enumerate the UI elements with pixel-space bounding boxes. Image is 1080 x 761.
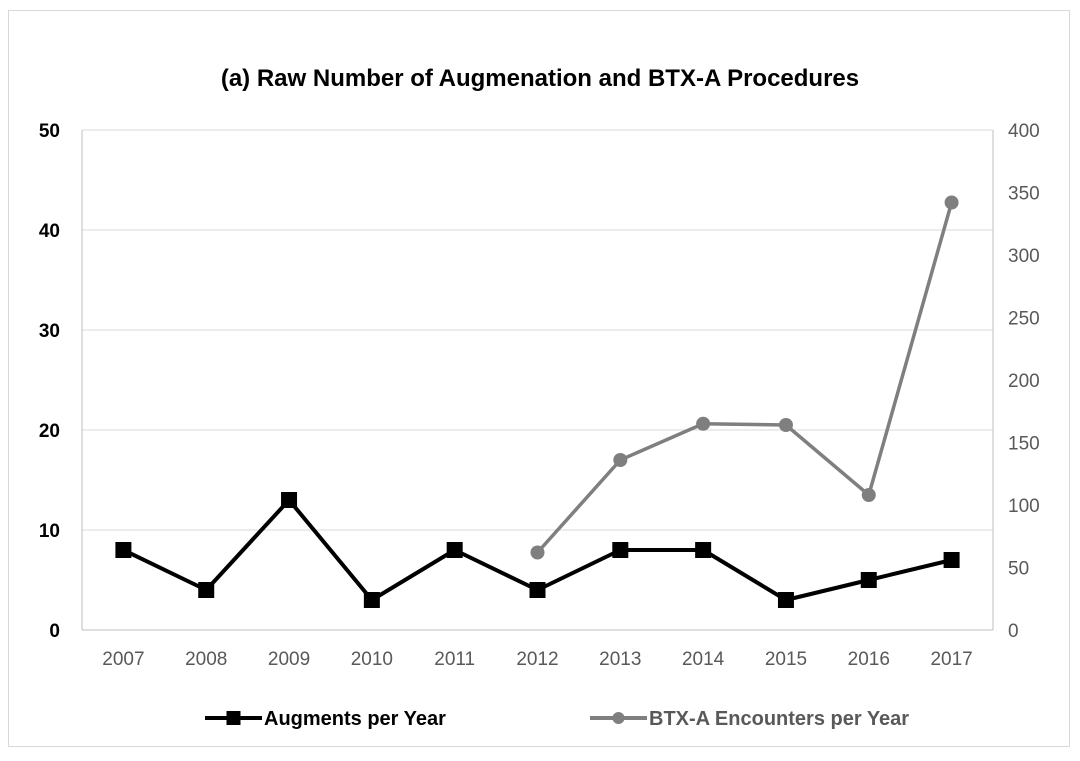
right-y-tick-label: 100	[1008, 496, 1040, 517]
x-tick-label: 2008	[185, 649, 227, 670]
data-point	[861, 488, 876, 502]
x-tick-label: 2015	[765, 649, 807, 670]
x-tick-label: 2007	[102, 649, 144, 670]
legend-label: Augments per Year	[264, 708, 446, 730]
right-y-tick-label: 250	[1008, 309, 1040, 330]
series-line	[536, 202, 954, 554]
left-y-tick-label: 10	[39, 521, 60, 542]
x-tick-label: 2012	[516, 649, 558, 670]
right-y-tick-label: 150	[1008, 434, 1040, 455]
data-point	[612, 542, 629, 558]
legend: Augments per Year BTX-A Encounters per Ye…	[205, 708, 909, 730]
legend-item-1: Augments per Year	[205, 708, 446, 730]
legend-label: BTX-A Encounters per Year	[649, 708, 909, 730]
series-2	[530, 195, 959, 560]
data-point	[529, 582, 546, 598]
data-point	[613, 453, 628, 467]
data-point	[778, 418, 793, 432]
x-tick-label: 2014	[682, 649, 725, 670]
data-point	[115, 542, 132, 558]
right-y-tick-label: 200	[1008, 371, 1040, 392]
data-point	[530, 545, 545, 560]
legend-item-2: BTX-A Encounters per Year	[590, 708, 909, 730]
data-point	[777, 592, 794, 608]
series-layer	[115, 195, 960, 608]
left-y-tick-label: 0	[49, 621, 60, 642]
legend-marker	[226, 711, 241, 725]
left-y-tick-label: 50	[39, 121, 60, 142]
right-y-tick-label: 400	[1008, 121, 1040, 142]
data-point	[446, 542, 463, 558]
legend-marker	[612, 712, 625, 724]
right-y-tick-label: 50	[1008, 559, 1029, 580]
data-point	[695, 542, 712, 558]
left-y-axis-ticks: 0 10 20 30 40 50	[39, 121, 60, 642]
data-point	[943, 552, 960, 568]
data-point	[281, 492, 298, 508]
right-y-tick-label: 350	[1008, 184, 1040, 205]
right-y-axis-ticks: 0 50 100 150 200 250 300 350 400	[1008, 121, 1040, 642]
x-tick-label: 2010	[351, 649, 393, 670]
right-y-tick-label: 300	[1008, 246, 1040, 267]
left-y-tick-label: 30	[39, 321, 60, 342]
series-1	[115, 492, 960, 608]
left-y-tick-label: 40	[39, 221, 60, 242]
x-tick-label: 2011	[434, 649, 475, 670]
x-tick-label: 2013	[599, 649, 641, 670]
gridlines	[82, 129, 993, 531]
x-tick-label: 2016	[848, 649, 890, 670]
x-axis-ticks: 2007 2008 2009 2010 2011 2012 2013 2014 2015 2016…	[102, 649, 972, 670]
data-point	[363, 592, 380, 608]
data-point	[944, 195, 959, 210]
data-point	[198, 582, 215, 598]
chart-title: (a) Raw Number of Augmenation and BTX-A …	[221, 65, 859, 92]
left-y-tick-label: 20	[39, 421, 60, 442]
x-tick-label: 2017	[930, 649, 972, 670]
axes	[81, 130, 994, 631]
chart-frame	[8, 10, 1070, 747]
data-point	[860, 572, 877, 588]
x-tick-label: 2009	[268, 649, 310, 670]
right-y-tick-label: 0	[1008, 621, 1019, 642]
data-point	[696, 416, 711, 431]
